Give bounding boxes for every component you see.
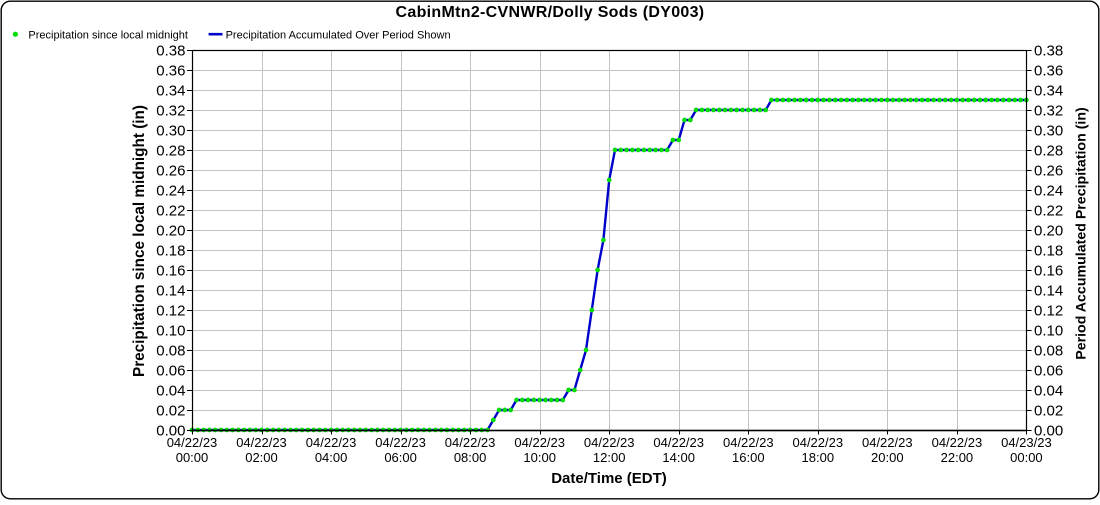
svg-text:0.02: 0.02	[1034, 402, 1063, 419]
svg-text:0.34: 0.34	[156, 82, 185, 99]
svg-text:0.20: 0.20	[156, 222, 185, 239]
svg-text:CabinMtn2-CVNWR/Dolly Sods (DY: CabinMtn2-CVNWR/Dolly Sods (DY003)	[396, 4, 705, 21]
svg-text:0.24: 0.24	[1034, 182, 1063, 199]
svg-text:0.16: 0.16	[156, 262, 185, 279]
svg-text:0.10: 0.10	[1034, 322, 1063, 339]
svg-text:0.28: 0.28	[1034, 142, 1063, 159]
svg-text:0.12: 0.12	[156, 302, 185, 319]
svg-text:Precipitation since local midn: Precipitation since local midnight	[28, 29, 188, 41]
svg-text:0.32: 0.32	[156, 102, 185, 119]
svg-text:0.22: 0.22	[1034, 202, 1063, 219]
svg-text:0.12: 0.12	[1034, 302, 1063, 319]
svg-text:0.36: 0.36	[1034, 62, 1063, 79]
svg-text:0.02: 0.02	[156, 402, 185, 419]
svg-text:0.04: 0.04	[156, 382, 185, 399]
svg-text:0.14: 0.14	[156, 282, 185, 299]
svg-text:0.06: 0.06	[1034, 362, 1063, 379]
svg-text:0.22: 0.22	[156, 202, 185, 219]
svg-text:Precipitation Accumulated Over: Precipitation Accumulated Over Period Sh…	[226, 29, 451, 41]
svg-text:0.14: 0.14	[1034, 282, 1063, 299]
svg-text:Period Accumulated Precipitati: Period Accumulated Precipitation (in)	[1074, 107, 1090, 360]
svg-text:0.10: 0.10	[156, 322, 185, 339]
svg-text:0.04: 0.04	[1034, 382, 1063, 399]
svg-text:0.26: 0.26	[156, 162, 185, 179]
svg-text:0.00: 0.00	[156, 422, 185, 439]
svg-text:0.30: 0.30	[1034, 122, 1063, 139]
svg-text:0.18: 0.18	[156, 242, 185, 259]
svg-text:0.24: 0.24	[156, 182, 185, 199]
svg-text:0.34: 0.34	[1034, 82, 1063, 99]
svg-text:0.08: 0.08	[1034, 342, 1063, 359]
svg-text:0.36: 0.36	[156, 62, 185, 79]
svg-text:0.20: 0.20	[1034, 222, 1063, 239]
svg-text:0.18: 0.18	[1034, 242, 1063, 259]
svg-text:0.26: 0.26	[1034, 162, 1063, 179]
svg-text:0.30: 0.30	[156, 122, 185, 139]
svg-text:0.16: 0.16	[1034, 262, 1063, 279]
svg-text:0.28: 0.28	[156, 142, 185, 159]
svg-text:Precipitation since local midn: Precipitation since local midnight (in)	[131, 105, 148, 377]
svg-text:0.38: 0.38	[156, 42, 185, 59]
svg-text:0.00: 0.00	[1034, 422, 1063, 439]
svg-text:0.38: 0.38	[1034, 42, 1063, 59]
svg-text:0.08: 0.08	[156, 342, 185, 359]
svg-text:Date/Time (EDT): Date/Time (EDT)	[551, 470, 667, 487]
svg-text:0.32: 0.32	[1034, 102, 1063, 119]
svg-text:0.06: 0.06	[156, 362, 185, 379]
